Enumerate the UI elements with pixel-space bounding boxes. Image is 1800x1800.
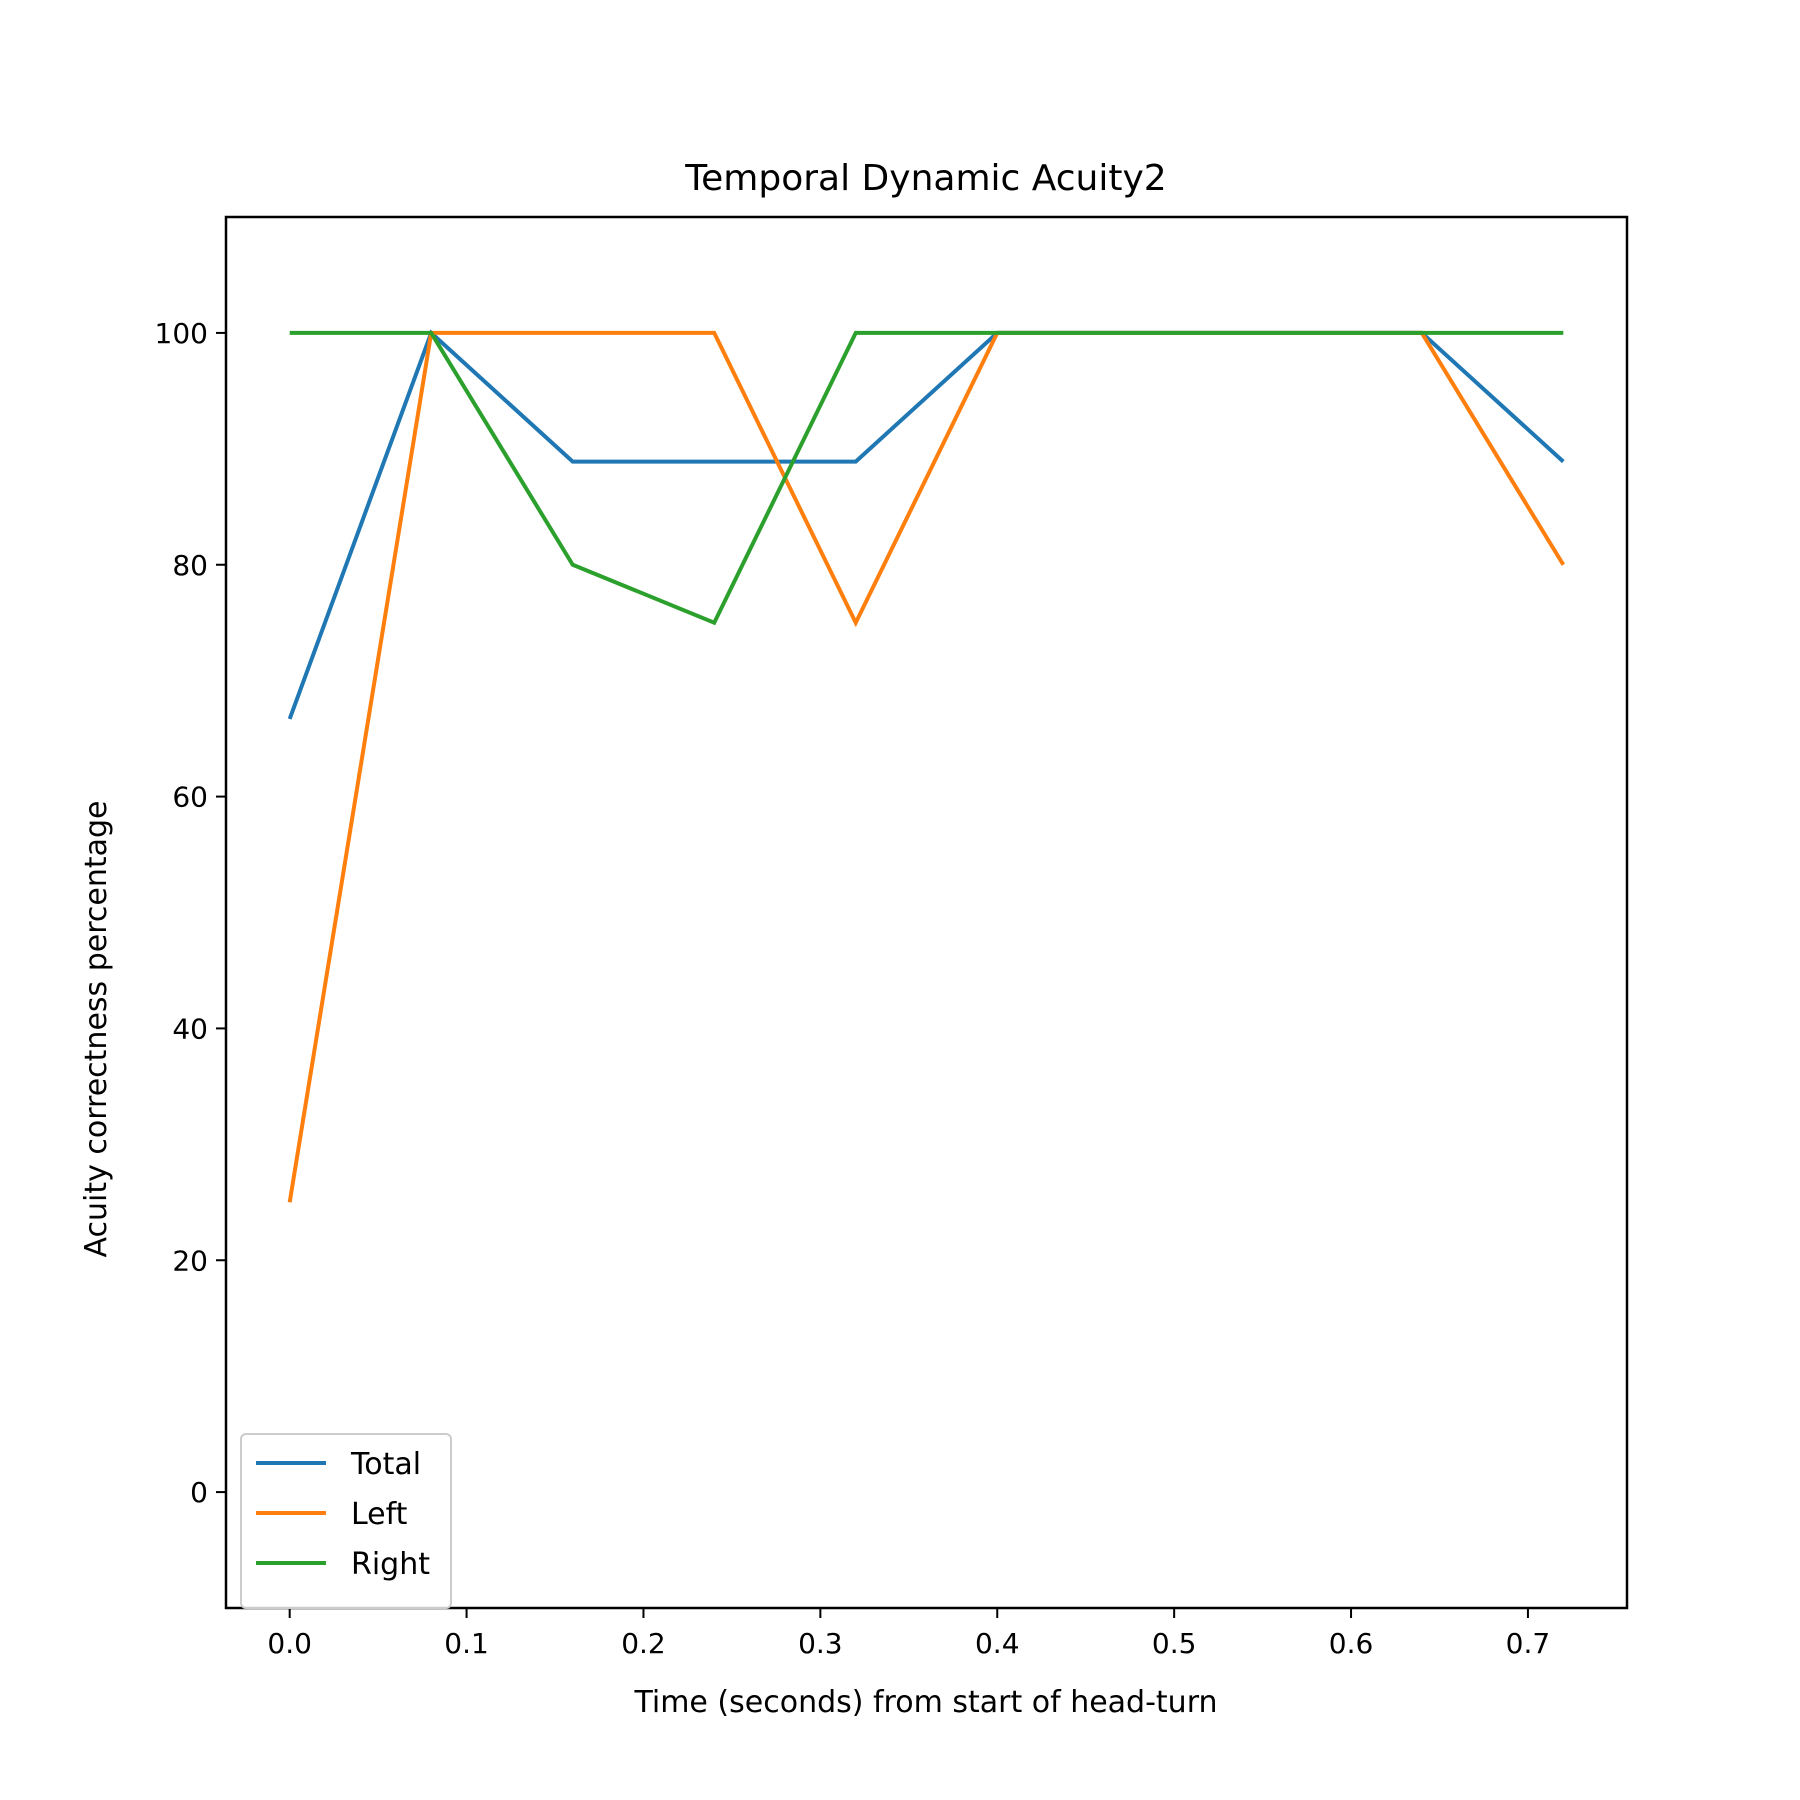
x-tick-label: 0.7 [1506, 1627, 1551, 1660]
x-tick-label: 0.0 [267, 1627, 312, 1660]
chart-title: Temporal Dynamic Acuity2 [684, 158, 1166, 199]
x-tick-label: 0.4 [975, 1627, 1020, 1660]
x-tick-label: 0.3 [798, 1627, 843, 1660]
series-line-right [289, 330, 1564, 626]
y-tick-label: 100 [155, 317, 208, 350]
plot-area-frame [224, 215, 1629, 1610]
legend-label-total: Total [350, 1447, 421, 1482]
x-axis-label: Time (seconds) from start of head-turn [633, 1685, 1217, 1720]
y-axis-label: Acuity correctness percentage [79, 801, 114, 1258]
y-tick-label: 60 [172, 781, 208, 814]
x-tick-label: 0.1 [444, 1627, 489, 1660]
y-tick-label: 40 [172, 1012, 208, 1045]
series-layer [287, 329, 1566, 1203]
y-tick-label: 0 [190, 1476, 208, 1509]
x-axis-ticks: 0.0 0.1 0.2 0.3 0.4 0.5 0.6 0.7 [267, 1608, 1550, 1660]
x-tick-label: 0.6 [1329, 1627, 1374, 1660]
y-tick-label: 20 [172, 1244, 208, 1277]
legend-label-left: Left [351, 1497, 408, 1532]
legend: Total Left Right [240, 1433, 452, 1609]
y-axis-ticks: 0 20 40 60 80 100 [155, 317, 226, 1509]
x-tick-label: 0.2 [621, 1627, 666, 1660]
y-tick-label: 80 [172, 549, 208, 582]
legend-label-right: Right [351, 1547, 430, 1582]
x-tick-label: 0.5 [1152, 1627, 1197, 1660]
